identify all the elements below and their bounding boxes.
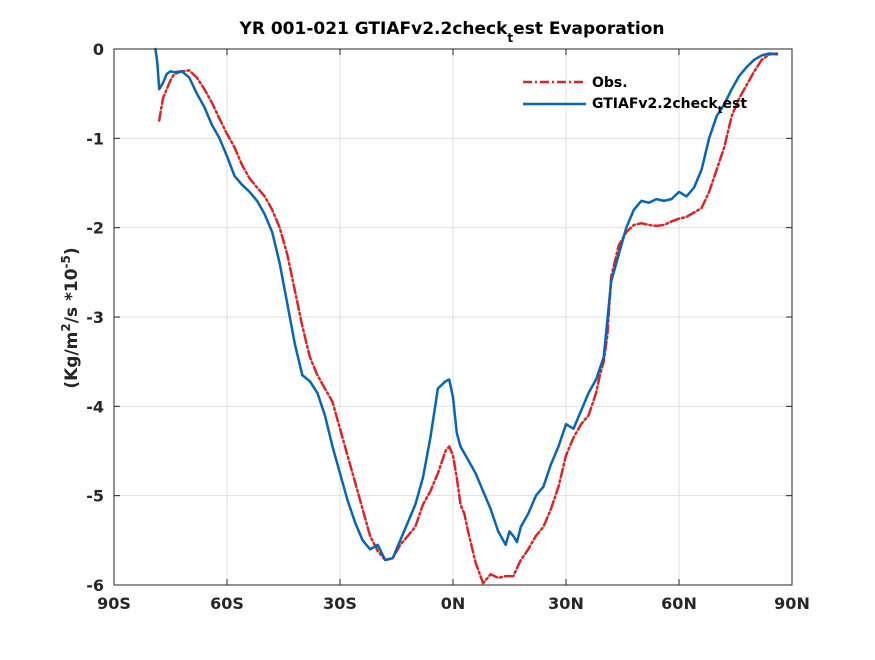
series-lines: [154, 47, 779, 585]
x-tick-label: 30N: [548, 594, 584, 613]
x-tick-label: 90N: [774, 594, 810, 613]
x-tick-label: 0N: [441, 594, 466, 613]
y-tick-label: -4: [86, 397, 104, 416]
series-line-obs: [157, 52, 779, 585]
x-tick-label: 90S: [97, 594, 131, 613]
y-tick-label: -5: [86, 487, 104, 506]
axis-ticks: 90S 60S 30S 0N 30N 60N 90N 0 -1 -2 -3 -4 -5 -6: [86, 40, 810, 613]
y-tick-label: -3: [86, 308, 104, 327]
y-tick-label: -2: [86, 219, 104, 238]
x-tick-label: 30S: [323, 594, 357, 613]
legend-label-model: GTIAFv2.2checktest: [592, 96, 747, 116]
x-tick-label: 60N: [661, 594, 697, 613]
legend-label-obs: Obs.: [592, 75, 628, 91]
y-tick-label: 0: [93, 40, 104, 59]
y-tick-label: -6: [86, 576, 104, 595]
legend: Obs. GTIAFv2.2checktest: [523, 75, 747, 116]
x-tick-label: 60S: [210, 594, 244, 613]
chart-title: YR 001-021 GTIAFv2.2checktest Evaporatio…: [239, 19, 665, 45]
series-line-model: [154, 47, 779, 562]
y-axis-label: (Kg/m2/s *10-5): [59, 247, 82, 388]
y-tick-label: -1: [86, 129, 104, 148]
